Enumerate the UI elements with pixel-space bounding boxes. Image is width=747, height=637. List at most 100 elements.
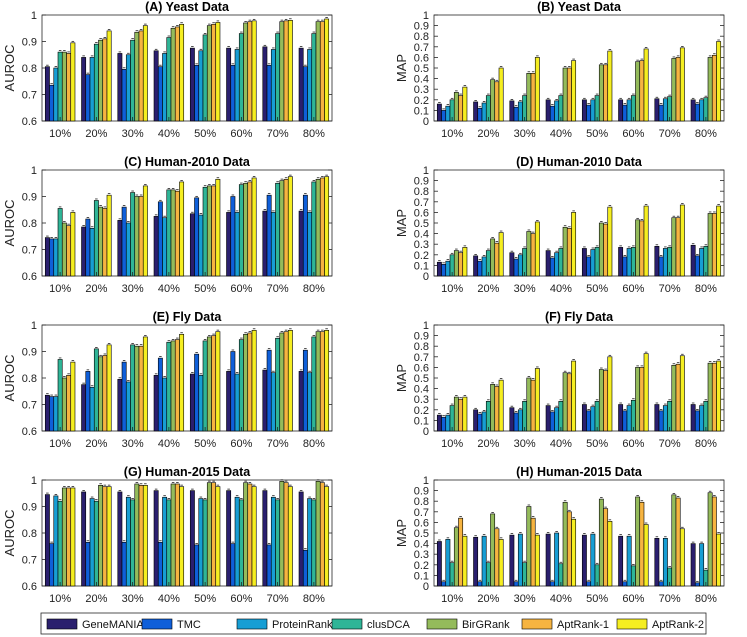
- y-tick-label: 0.2: [414, 560, 429, 572]
- bar-tmc-50pct: [586, 256, 592, 277]
- x-tick-label: 40%: [158, 283, 180, 295]
- x-tick-label: 20%: [85, 593, 107, 605]
- bar-clusdca-70pct: [667, 401, 673, 432]
- bar-tmc-60pct: [230, 351, 236, 432]
- x-tick-label: 70%: [659, 283, 681, 295]
- bars: [44, 328, 330, 432]
- x-tick-label: 30%: [514, 593, 536, 605]
- bar-genemania-sw-80pct: [298, 47, 304, 122]
- y-tick-label: 0.5: [414, 218, 429, 230]
- bar-aptrank-1-60pct: [247, 332, 253, 432]
- bar-birgrank-50pct: [598, 369, 604, 432]
- x-tick-label: 40%: [550, 593, 572, 605]
- bar-genemania-sw-60pct: [226, 371, 232, 432]
- bar-genemania-sw-60pct: [618, 99, 624, 122]
- x-tick-label: 20%: [85, 283, 107, 295]
- bar-aptrank-1-80pct: [711, 54, 717, 122]
- bar-tmc-80pct: [694, 103, 700, 122]
- x-tick-label: 30%: [514, 128, 536, 140]
- bar-aptrank-1-30pct: [138, 196, 144, 277]
- bar-birgrank-70pct: [671, 494, 677, 587]
- bar-aptrank-1-50pct: [603, 370, 609, 432]
- bar-tmc-30pct: [513, 581, 519, 587]
- bar-proteinrank-70pct: [270, 496, 276, 587]
- y-tick-label: 0.1: [414, 260, 429, 272]
- bar-aptrank-2-70pct: [679, 47, 685, 122]
- bar-genemania-sw-20pct: [81, 491, 87, 587]
- y-axis-label: AUROC: [2, 45, 17, 92]
- bar-aptrank-1-20pct: [494, 528, 500, 587]
- y-axis-label: AUROC: [2, 355, 17, 402]
- bar-birgrank-60pct: [635, 61, 641, 122]
- bar-clusdca-20pct: [93, 348, 99, 432]
- y-tick-label: 1: [31, 320, 37, 332]
- y-tick-label: 0.9: [22, 192, 37, 204]
- bar-genemania-sw-20pct: [81, 226, 87, 277]
- x-tick-label: 80%: [695, 438, 717, 450]
- bar-genemania-sw-60pct: [226, 490, 232, 587]
- x-tick-label: 10%: [49, 438, 71, 450]
- chart-title: (F) Fly Data: [545, 310, 614, 324]
- bar-clusdca-60pct: [238, 184, 244, 277]
- y-tick-label: 0.4: [414, 229, 429, 241]
- bar-birgrank-60pct: [635, 219, 641, 277]
- bar-birgrank-30pct: [134, 31, 140, 122]
- bar-tmc-60pct: [622, 104, 628, 122]
- x-tick-label: 20%: [477, 593, 499, 605]
- bar-proteinrank-70pct: [270, 372, 276, 432]
- x-tick-label: 40%: [158, 593, 180, 605]
- bar-genemania-sw-10pct: [44, 394, 50, 432]
- bar-proteinrank-50pct: [590, 533, 596, 587]
- bar-birgrank-60pct: [635, 496, 641, 587]
- bar-proteinrank-80pct: [699, 248, 705, 277]
- bar-proteinrank-70pct: [270, 212, 276, 277]
- bar-aptrank-2-30pct: [142, 484, 148, 587]
- bar-clusdca-50pct: [202, 186, 208, 277]
- bar-birgrank-70pct: [279, 21, 285, 122]
- bar-tmc-70pct: [266, 544, 272, 587]
- bar-aptrank-2-10pct: [462, 396, 468, 432]
- y-tick-label: 0.9: [414, 486, 429, 498]
- bar-proteinrank-60pct: [626, 248, 632, 277]
- bar-clusdca-20pct: [485, 401, 491, 432]
- bar-aptrank-1-30pct: [530, 517, 536, 587]
- legend-label-proteinrank: ProteinRank: [272, 619, 333, 631]
- chart-D: 00.10.20.30.40.50.60.70.80.91 MAP (D) Huma…: [394, 155, 725, 295]
- chart-G: 0.6 0.7 0.8 0.9 1 AUROC (G) Human-2015 Data 10%…: [2, 465, 333, 605]
- bar-aptrank-1-50pct: [211, 482, 217, 587]
- legend-swatch-aptrank-2: [616, 618, 648, 630]
- bar-aptrank-1-30pct: [530, 379, 536, 432]
- y-tick-label: 0.6: [22, 426, 37, 438]
- bar-aptrank-2-50pct: [215, 22, 221, 122]
- bar-aptrank-2-20pct: [498, 232, 504, 277]
- bar-genemania-sw-10pct: [436, 414, 442, 432]
- bar-birgrank-50pct: [598, 498, 604, 587]
- chart-title: (B) Yeast Data: [537, 0, 622, 14]
- bar-tmc-70pct: [658, 581, 664, 587]
- bar-genemania-sw-60pct: [618, 404, 624, 432]
- bar-birgrank-30pct: [526, 73, 532, 122]
- bar-genemania-sw-30pct: [509, 252, 515, 277]
- bar-tmc-80pct: [694, 582, 700, 587]
- bar-aptrank-2-30pct: [142, 185, 148, 277]
- bar-aptrank-2-20pct: [498, 67, 504, 122]
- y-tick-label: 0.3: [414, 394, 429, 406]
- bar-tmc-10pct: [441, 581, 447, 587]
- x-tick-label: 10%: [441, 438, 463, 450]
- bar-genemania-sw-70pct: [654, 246, 660, 277]
- bar-clusdca-40pct: [166, 189, 172, 277]
- bar-clusdca-80pct: [703, 401, 709, 432]
- bar-clusdca-80pct: [311, 33, 317, 122]
- bar-birgrank-10pct: [61, 377, 67, 432]
- bar-birgrank-80pct: [315, 178, 321, 277]
- bar-aptrank-2-20pct: [498, 539, 504, 587]
- bar-tmc-70pct: [266, 65, 272, 122]
- bar-genemania-sw-40pct: [545, 99, 551, 122]
- bar-clusdca-60pct: [630, 399, 636, 432]
- bar-birgrank-50pct: [598, 64, 604, 122]
- bar-genemania-sw-80pct: [298, 491, 304, 587]
- bar-aptrank-1-70pct: [675, 217, 681, 277]
- bar-genemania-sw-10pct: [44, 237, 50, 277]
- bar-proteinrank-80pct: [699, 405, 705, 432]
- bar-aptrank-1-70pct: [283, 482, 289, 587]
